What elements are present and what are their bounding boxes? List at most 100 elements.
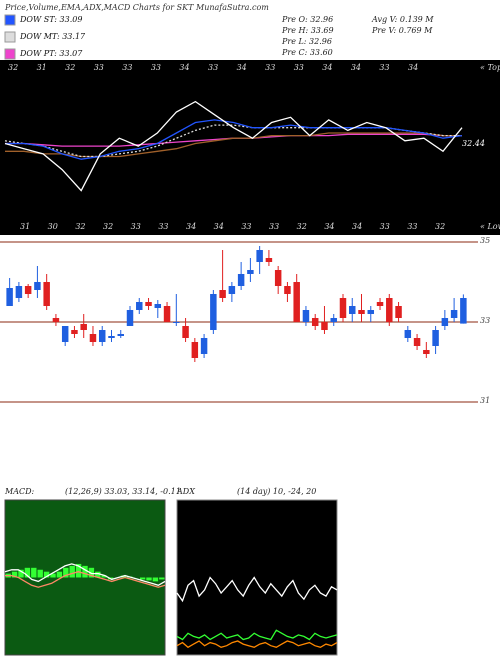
candle-body <box>24 286 32 294</box>
stat: Pre H: 33.69 <box>281 26 334 35</box>
top-label: 34 <box>408 63 418 72</box>
stat: Pre C: 33.60 <box>281 48 333 57</box>
histogram-bar <box>101 575 107 578</box>
candle-body <box>173 322 180 323</box>
series-line <box>4 100 463 192</box>
top-label: 33 <box>265 63 275 72</box>
candle-body <box>6 288 13 306</box>
candle-body <box>413 338 421 346</box>
histogram-bar <box>56 571 63 578</box>
candle-body <box>432 330 439 346</box>
candle-body <box>136 302 143 310</box>
bottom-label: 34 <box>186 222 196 231</box>
candle-body <box>302 310 310 322</box>
bottom-label: 33 <box>380 222 390 231</box>
candle-body <box>210 294 217 330</box>
top-label: 32 <box>65 63 75 72</box>
top-label: 33 <box>94 63 104 72</box>
last-label: 32.44 <box>462 139 485 148</box>
y-tick-label: 31 <box>480 396 490 405</box>
histogram-bar <box>82 565 88 578</box>
legend-label: DOW MT: 33.17 <box>19 32 86 41</box>
histogram-bar <box>95 571 101 578</box>
candle-body <box>349 306 356 314</box>
legend-label: DOW PT: 33.07 <box>19 49 83 58</box>
candle-body <box>182 326 189 338</box>
candle-body <box>330 318 337 322</box>
top-label: 33 <box>122 63 132 72</box>
histogram-bar <box>139 577 146 580</box>
candle-body <box>237 274 245 286</box>
series-line <box>5 571 166 588</box>
candle-body <box>89 334 97 342</box>
candle-body <box>339 298 347 318</box>
top-label: 34 <box>179 63 189 72</box>
histogram-bar <box>88 567 95 578</box>
panel-title: MACD: <box>4 487 35 496</box>
candle-body <box>284 286 291 294</box>
top-label: 33 <box>151 63 161 72</box>
series-line <box>176 576 338 603</box>
candle-body <box>358 310 365 314</box>
histogram-bar <box>50 573 56 578</box>
candle-body <box>219 290 226 298</box>
candle-body <box>395 306 402 318</box>
bottom-label: 34 <box>352 222 362 231</box>
legend-swatch <box>4 14 16 26</box>
candle-body <box>441 318 449 326</box>
histogram-bar <box>69 565 75 578</box>
stat: Pre L: 32.96 <box>281 37 332 46</box>
histogram-bar <box>37 569 43 578</box>
top-label: 33 <box>208 63 218 72</box>
stat: Pre O: 32.96 <box>281 15 333 24</box>
y-tick-label: 33 <box>480 316 490 325</box>
panel-title: ADX <box>176 487 195 496</box>
candle-body <box>154 304 162 308</box>
candle-body <box>423 350 430 354</box>
candle-body <box>200 338 208 354</box>
candle-body <box>256 250 263 262</box>
histogram-bar <box>11 571 18 578</box>
candle-body <box>450 310 458 318</box>
series-line <box>4 563 166 587</box>
histogram-bar <box>152 577 159 582</box>
candle-body <box>321 322 328 330</box>
bottom-label: 33 <box>131 222 141 231</box>
stat: Pre V: 0.769 M <box>371 26 433 35</box>
top-label: 34 <box>322 63 332 72</box>
candle-body <box>293 282 300 322</box>
bottom-label: 33 <box>241 222 251 231</box>
adx-panel-bg <box>176 499 338 656</box>
candle-body <box>386 298 393 322</box>
bottom-label: 33 <box>158 222 168 231</box>
candle-body <box>52 318 60 322</box>
histogram-bar <box>146 577 152 581</box>
histogram-bar <box>24 567 31 578</box>
candle-body <box>367 310 375 314</box>
candle-body <box>61 326 69 342</box>
bottom-label: 34 <box>214 222 224 231</box>
y-tick-label: 35 <box>480 236 490 245</box>
top-label: 33 <box>294 63 304 72</box>
candle-body <box>71 330 78 334</box>
candle-body <box>460 298 467 324</box>
series-line <box>4 124 462 158</box>
candle-body <box>376 302 384 306</box>
candle-body <box>404 330 412 338</box>
candle-body <box>34 282 41 290</box>
candle-body <box>265 258 273 262</box>
stat: Avg V: 0.139 M <box>371 15 434 24</box>
lows-label: « Lows <box>480 222 500 231</box>
top-label: 33 <box>379 63 389 72</box>
legend-swatch <box>4 48 16 60</box>
top-label: 34 <box>237 63 247 72</box>
histogram-bar <box>63 567 69 578</box>
bottom-label: 32 <box>75 222 85 231</box>
candle-body <box>117 334 124 336</box>
candle-body <box>108 336 115 338</box>
histogram-bar <box>159 577 165 580</box>
page-title: Price,Volume,EMA,ADX,MACD Charts for SKT… <box>4 3 269 12</box>
bottom-label: 30 <box>48 222 58 231</box>
bottom-label: 32 <box>103 222 113 231</box>
